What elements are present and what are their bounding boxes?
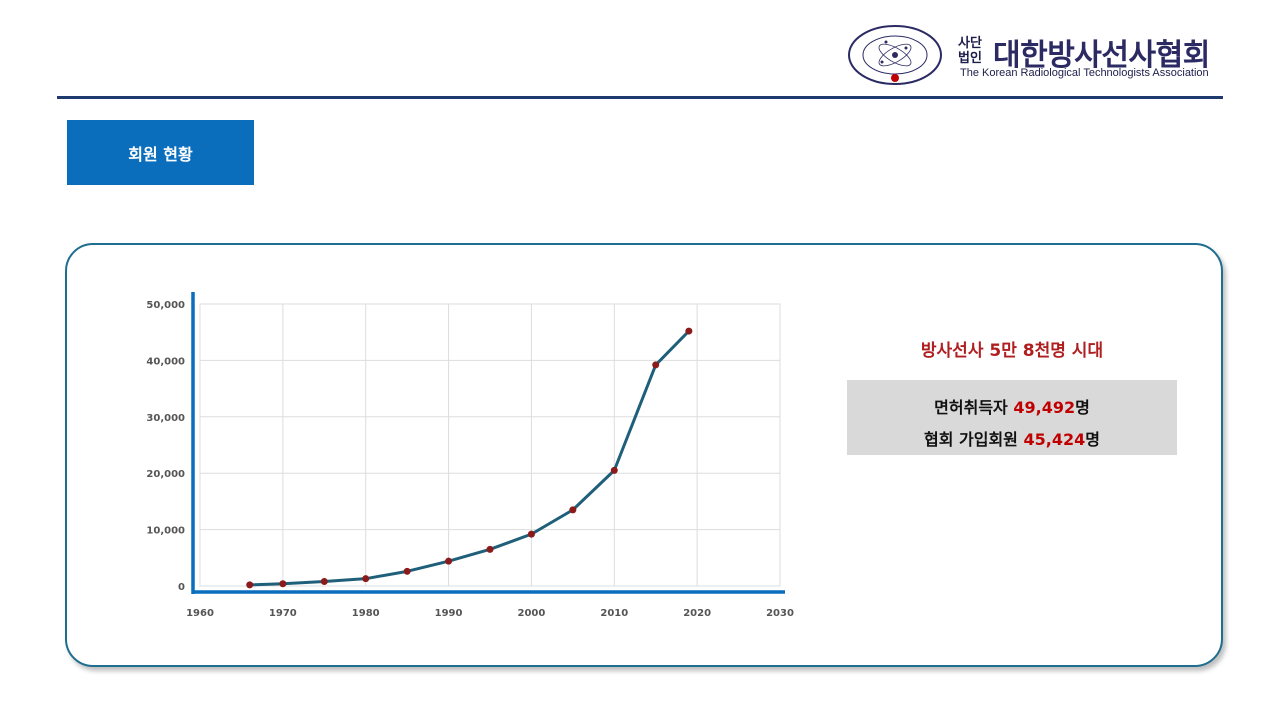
data-point bbox=[486, 545, 494, 553]
x-tick-label: 1960 bbox=[186, 608, 214, 619]
data-point bbox=[569, 506, 577, 514]
y-tick-label: 30,000 bbox=[146, 413, 185, 424]
y-tick-label: 50,000 bbox=[146, 300, 185, 311]
y-tick-label: 20,000 bbox=[146, 469, 185, 480]
license-holders-line: 면허취득자 49,492명 bbox=[847, 394, 1177, 418]
member-growth-chart: 0 10,000 20,000 30,000 40,000 50,000 1960 1970 1… bbox=[146, 292, 794, 619]
organization-name: 대한방사선사협회 bbox=[993, 38, 1210, 73]
members-value: 45,424 bbox=[1023, 430, 1086, 449]
license-holders-value: 49,492 bbox=[1013, 398, 1076, 417]
data-point bbox=[445, 557, 453, 565]
y-tick-label: 40,000 bbox=[146, 356, 185, 367]
license-holders-unit: 명 bbox=[1075, 398, 1090, 417]
data-point bbox=[527, 530, 535, 538]
association-seal-icon bbox=[848, 25, 942, 85]
summary-headline: 방사선사 5만 8천명 시대 bbox=[920, 341, 1104, 361]
organization-name-english: The Korean Radiological Technologists As… bbox=[960, 67, 1209, 79]
data-point bbox=[403, 567, 411, 575]
corporation-prefix-line1: 사단 bbox=[958, 36, 982, 51]
x-tick-label: 2010 bbox=[600, 608, 628, 619]
corporation-prefix: 사단 법인 bbox=[958, 36, 982, 66]
members-label: 협회 가입회원 bbox=[924, 430, 1024, 449]
x-tick-label: 1970 bbox=[269, 608, 297, 619]
header-divider bbox=[57, 96, 1223, 99]
data-point bbox=[246, 581, 254, 589]
y-tick-label: 10,000 bbox=[146, 526, 185, 537]
y-tick-label: 0 bbox=[178, 582, 185, 593]
x-tick-label: 1990 bbox=[435, 608, 463, 619]
data-point bbox=[320, 577, 328, 585]
x-tick-label: 2030 bbox=[766, 608, 794, 619]
member-status-tab: 회원 현황 bbox=[67, 120, 254, 185]
members-unit: 명 bbox=[1085, 430, 1100, 449]
stats-box: 면허취득자 49,492명 협회 가입회원 45,424명 bbox=[847, 380, 1177, 455]
plot-area bbox=[199, 303, 781, 587]
license-holders-label: 면허취득자 bbox=[934, 398, 1014, 417]
data-point bbox=[685, 327, 693, 335]
x-tick-label: 2020 bbox=[683, 608, 711, 619]
corporation-prefix-line2: 법인 bbox=[958, 51, 982, 66]
members-line: 협회 가입회원 45,424명 bbox=[847, 426, 1177, 450]
association-logo: 사단 법인 대한방사선사협회 The Korean Radiological T… bbox=[846, 24, 1218, 86]
x-tick-label: 1980 bbox=[352, 608, 380, 619]
data-point bbox=[652, 361, 660, 369]
data-point bbox=[610, 466, 618, 474]
data-point bbox=[279, 580, 287, 588]
series-line bbox=[249, 330, 690, 587]
x-tick-label: 2000 bbox=[518, 608, 546, 619]
data-point bbox=[362, 575, 370, 583]
